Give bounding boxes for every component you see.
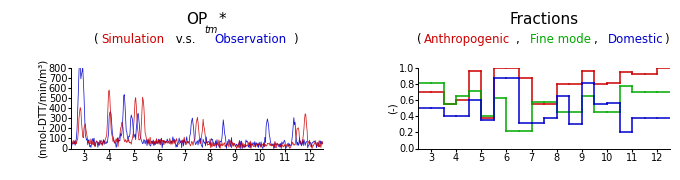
Text: *: * — [218, 12, 226, 27]
Text: (: ( — [417, 33, 421, 46]
Text: (: ( — [95, 33, 99, 46]
Text: Observation: Observation — [215, 33, 287, 46]
Text: ): ) — [664, 33, 669, 46]
Text: v.s.: v.s. — [172, 33, 199, 46]
Text: OP: OP — [186, 12, 207, 27]
Y-axis label: (-): (-) — [388, 103, 397, 114]
Text: Anthropogenic: Anthropogenic — [424, 33, 510, 46]
Text: ,: , — [594, 33, 601, 46]
Text: ): ) — [292, 33, 297, 46]
Text: tm: tm — [204, 25, 218, 35]
Text: Simulation: Simulation — [101, 33, 165, 46]
Text: Domestic: Domestic — [608, 33, 664, 46]
Text: ,: , — [515, 33, 523, 46]
Y-axis label: (nmol-DTT/min/m³): (nmol-DTT/min/m³) — [37, 59, 48, 158]
Text: Fine mode: Fine mode — [530, 33, 591, 46]
Text: Fractions: Fractions — [509, 12, 579, 27]
